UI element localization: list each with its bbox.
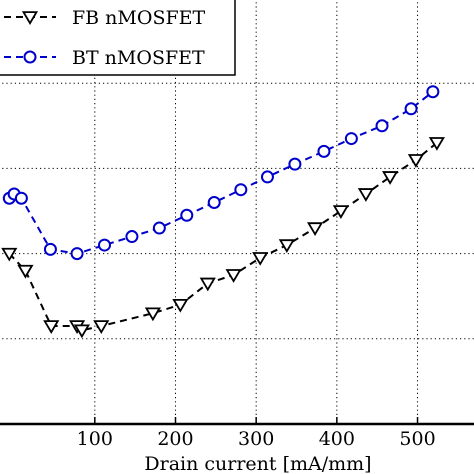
data-point xyxy=(97,238,111,252)
data-point xyxy=(288,157,302,171)
x-ticks: 100 200 300 400 500 xyxy=(77,417,436,450)
x-tick-label: 200 xyxy=(157,428,193,450)
data-point xyxy=(17,264,34,279)
data-point xyxy=(14,191,28,205)
x-tick-label: 400 xyxy=(319,428,355,450)
x-tick-label: 100 xyxy=(77,428,113,450)
legend-label: FB nMOSFET xyxy=(72,7,206,29)
data-point xyxy=(125,230,139,244)
data-point xyxy=(172,298,189,313)
legend-entry: FB nMOSFET xyxy=(4,7,206,29)
data-point xyxy=(404,102,418,116)
data-point xyxy=(306,222,324,236)
data-point xyxy=(199,277,216,292)
data-point xyxy=(428,137,445,151)
legend-box xyxy=(0,0,236,76)
data-point xyxy=(407,154,424,168)
legend-entry: BT nMOSFET xyxy=(4,47,205,69)
data-point xyxy=(144,307,161,322)
series-line xyxy=(8,90,434,255)
data-point xyxy=(70,247,84,261)
data-point xyxy=(207,195,221,209)
legend-marker xyxy=(23,50,37,64)
data-point xyxy=(43,320,60,334)
data-point xyxy=(317,144,331,158)
x-tick-label: 500 xyxy=(399,428,435,450)
legend-label: BT nMOSFET xyxy=(72,47,205,69)
series-layer xyxy=(1,85,445,339)
series-2 xyxy=(2,85,440,261)
data-point xyxy=(332,205,349,219)
series-1 xyxy=(1,137,445,339)
data-point xyxy=(43,242,57,256)
data-point xyxy=(426,85,440,99)
data-point xyxy=(1,247,18,262)
data-point xyxy=(152,221,166,235)
data-point xyxy=(73,324,90,339)
data-point xyxy=(180,208,194,222)
data-point xyxy=(278,239,295,254)
x-tick-label: 300 xyxy=(238,428,274,450)
data-point xyxy=(225,269,242,283)
data-point xyxy=(93,320,110,334)
data-point xyxy=(382,171,399,185)
data-point xyxy=(252,252,269,266)
data-point xyxy=(234,183,248,197)
series-line xyxy=(8,142,438,332)
data-point xyxy=(344,132,358,146)
data-point xyxy=(357,188,374,202)
data-point xyxy=(260,170,274,184)
legend-marker xyxy=(21,11,39,25)
legend: FB nMOSFET BT nMOSFET xyxy=(0,0,236,76)
data-point xyxy=(375,119,389,133)
x-axis-label: Drain current [mA/mm] xyxy=(144,453,371,474)
